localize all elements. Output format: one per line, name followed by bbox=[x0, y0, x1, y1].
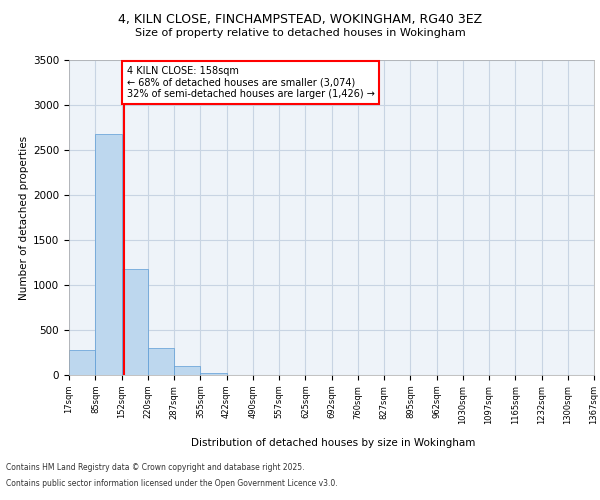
Bar bbox=[148, 348, 175, 375]
Text: Contains HM Land Registry data © Crown copyright and database right 2025.: Contains HM Land Registry data © Crown c… bbox=[6, 464, 305, 472]
Text: Distribution of detached houses by size in Wokingham: Distribution of detached houses by size … bbox=[191, 438, 475, 448]
Text: 4, KILN CLOSE, FINCHAMPSTEAD, WOKINGHAM, RG40 3EZ: 4, KILN CLOSE, FINCHAMPSTEAD, WOKINGHAM,… bbox=[118, 12, 482, 26]
Bar bbox=[121, 269, 148, 375]
Bar bbox=[174, 366, 200, 375]
Text: Contains public sector information licensed under the Open Government Licence v3: Contains public sector information licen… bbox=[6, 478, 338, 488]
Bar bbox=[200, 373, 227, 375]
Y-axis label: Number of detached properties: Number of detached properties bbox=[19, 136, 29, 300]
Bar bbox=[95, 134, 122, 375]
Text: 4 KILN CLOSE: 158sqm
← 68% of detached houses are smaller (3,074)
32% of semi-de: 4 KILN CLOSE: 158sqm ← 68% of detached h… bbox=[127, 66, 374, 100]
Bar bbox=[69, 350, 95, 375]
Text: Size of property relative to detached houses in Wokingham: Size of property relative to detached ho… bbox=[134, 28, 466, 38]
